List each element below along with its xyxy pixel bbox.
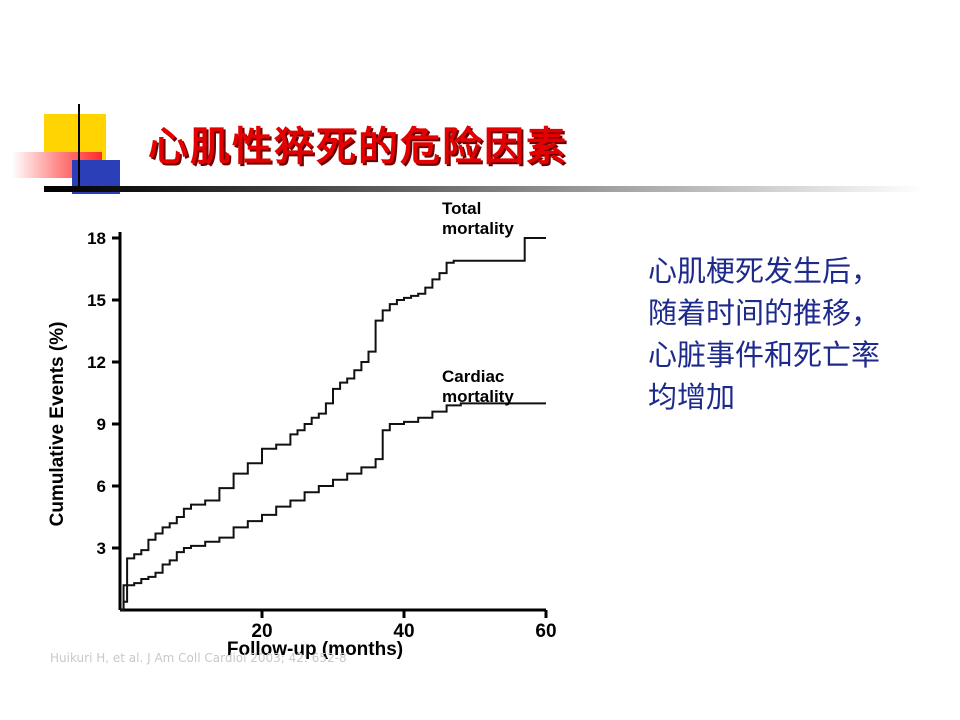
legend-label-total-mortality-line2: mortality: [442, 219, 514, 238]
y-axis-label: Cumulative Events (%): [47, 322, 68, 527]
y-axis-ticks: 3 6 9 12 15 18: [87, 229, 120, 558]
side-explanation-text: 心肌梗死发生后，随着时间的推移，心脏事件和死亡率均增加: [648, 254, 881, 414]
series-lines: [120, 237, 546, 611]
y-tick-label: 12: [87, 353, 106, 372]
cumulative-events-chart: 3 6 9 12 15 18 20 40 60 Cumulative Events (%) F…: [47, 199, 557, 660]
y-tick-label: 6: [97, 477, 106, 496]
citation-text: Huikuri H, et al. J Am Coll Cardiol 2003…: [50, 651, 347, 665]
y-tick-label: 3: [97, 539, 106, 558]
legend-label-total-mortality-line1: Total: [442, 199, 481, 218]
x-axis-ticks: 20 40 60: [251, 610, 557, 642]
slide-title: 心肌性猝死的危险因素: [148, 123, 568, 170]
legend-label-cardiac-mortality-line1: Cardiac: [442, 367, 504, 386]
title-underline-rule: [44, 186, 924, 192]
title-deco-vertical-line: [78, 104, 80, 186]
y-tick-label: 15: [87, 291, 106, 310]
series-line-total-mortality: [120, 237, 546, 611]
x-tick-label: 20: [251, 621, 272, 642]
x-tick-label: 60: [535, 621, 556, 642]
y-tick-label: 9: [97, 415, 106, 434]
series-line-cardiac-mortality: [120, 402, 546, 611]
x-axis-label: Follow-up (months): [227, 639, 403, 660]
x-tick-label: 40: [393, 621, 414, 642]
legend-label-cardiac-mortality-line2: mortality: [442, 387, 514, 406]
y-tick-label: 18: [87, 229, 106, 248]
